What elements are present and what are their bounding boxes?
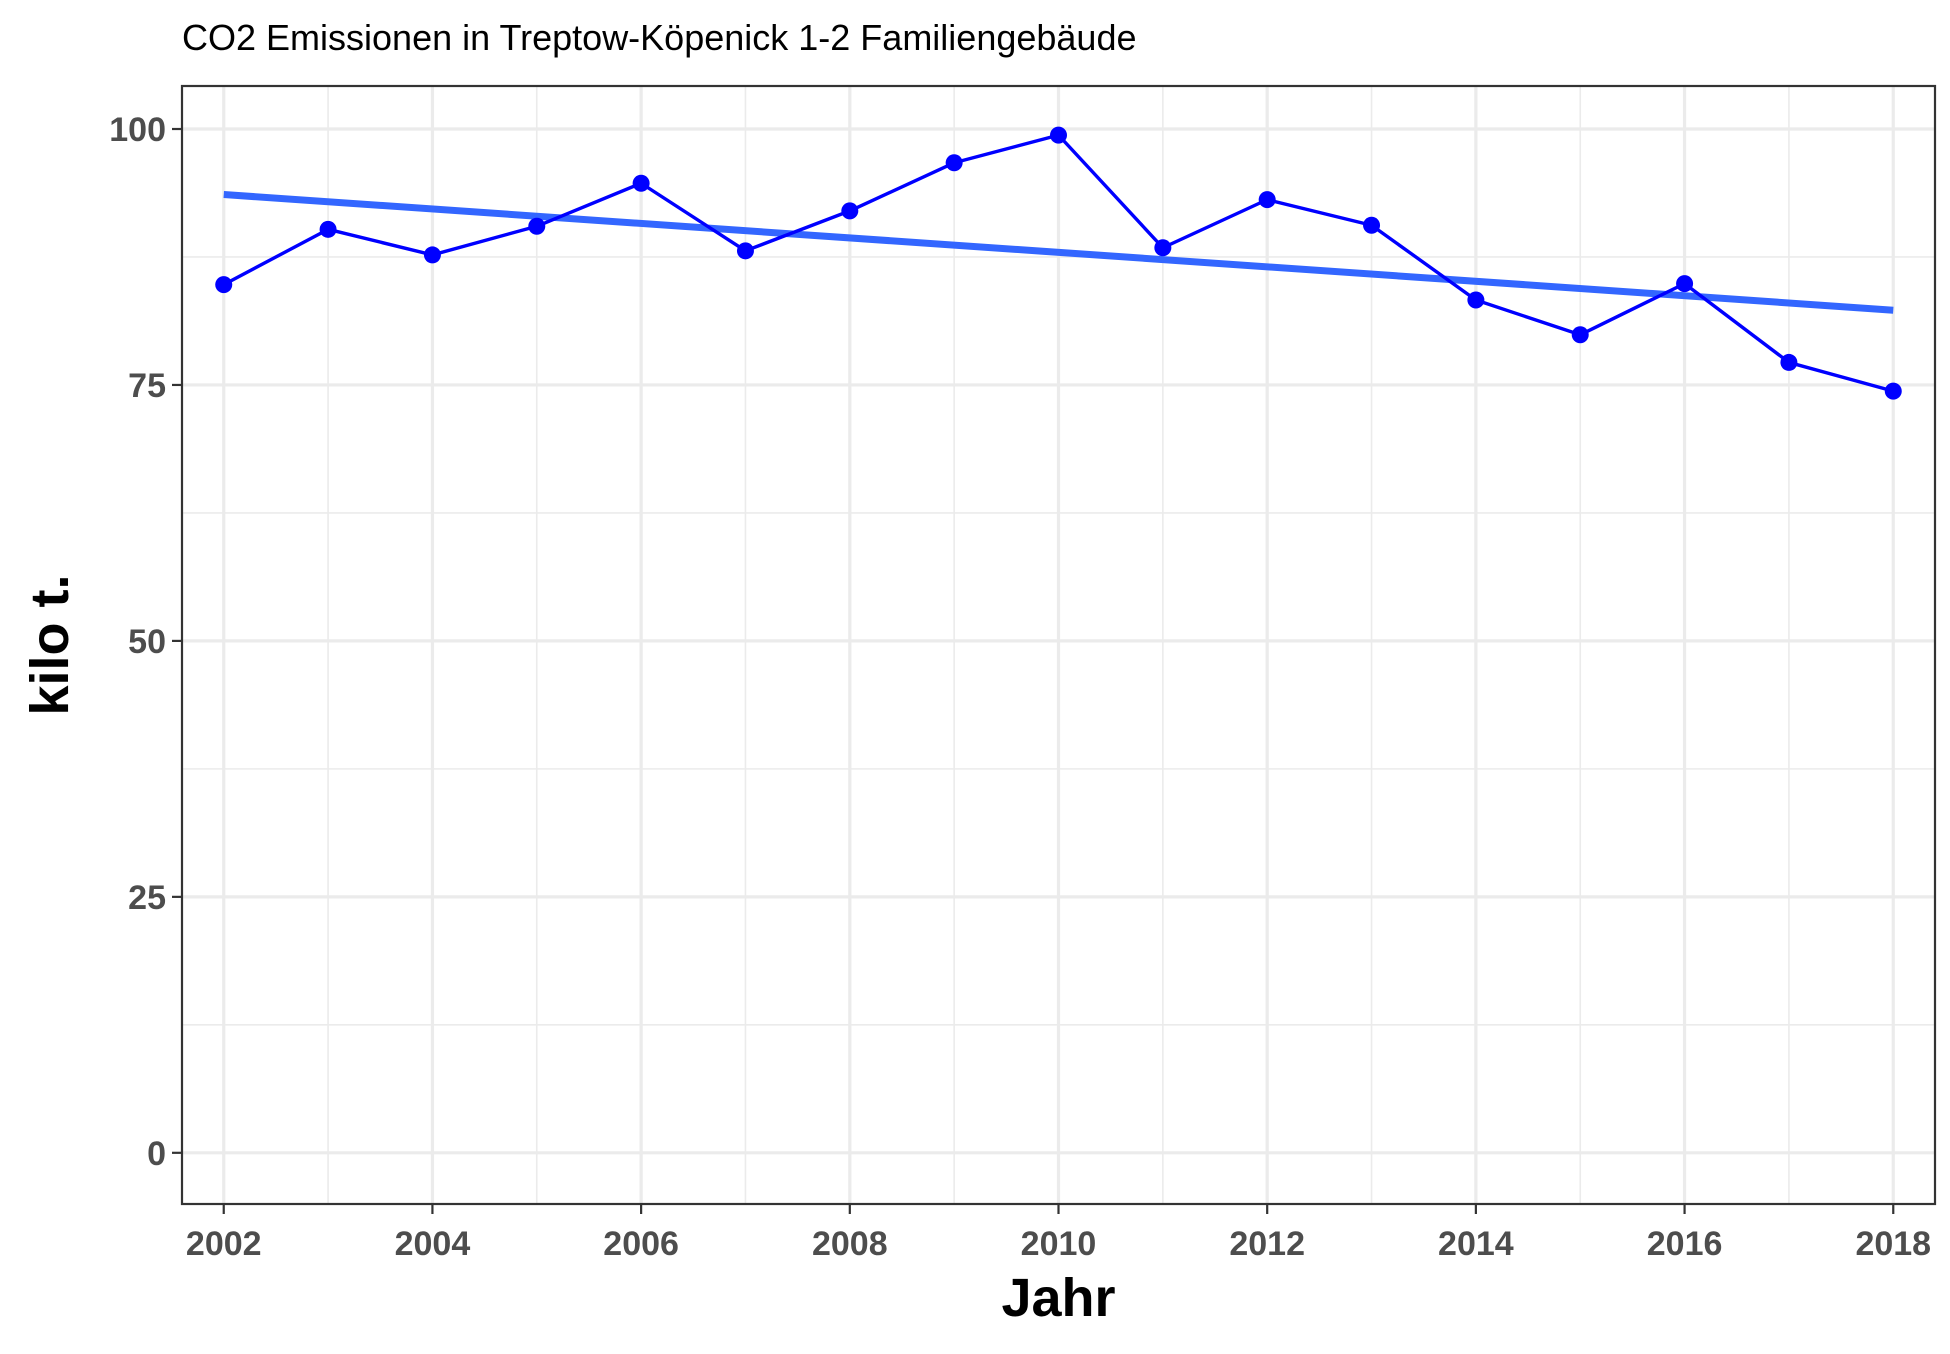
- data-point: [1467, 291, 1485, 309]
- data-point: [1258, 191, 1276, 209]
- ticks-layer: 2002 2004 2006 2008 2010 2012 2014 2016 2018 0 25 5…: [109, 111, 1931, 1263]
- x-tick-label: 2004: [395, 1225, 471, 1263]
- points-layer: [215, 126, 1902, 400]
- data-point: [632, 174, 650, 192]
- x-axis-title: Jahr: [1001, 1268, 1115, 1328]
- data-point: [1884, 382, 1902, 400]
- x-tick-label: 2002: [186, 1225, 262, 1263]
- y-axis-title: kilo t.: [20, 574, 80, 715]
- data-point: [736, 242, 754, 260]
- data-point: [319, 220, 337, 238]
- data-point: [528, 217, 546, 235]
- data-point: [1571, 326, 1589, 344]
- chart-title: CO2 Emissionen in Treptow-Köpenick 1-2 F…: [182, 17, 1137, 58]
- y-tick-label: 75: [128, 367, 166, 405]
- x-tick-label: 2012: [1229, 1225, 1305, 1263]
- y-tick-label: 50: [128, 623, 166, 661]
- data-point: [1050, 126, 1067, 144]
- x-tick-label: 2010: [1021, 1225, 1097, 1263]
- x-tick-label: 2008: [812, 1225, 888, 1263]
- data-point: [1363, 216, 1381, 234]
- y-tick-label: 100: [109, 111, 166, 149]
- data-point: [1154, 239, 1172, 257]
- data-point: [1780, 353, 1798, 371]
- x-tick-label: 2018: [1855, 1225, 1931, 1263]
- y-tick-label: 25: [128, 879, 166, 917]
- trend-layer: [223, 191, 1894, 314]
- data-point: [945, 154, 963, 172]
- data-point: [215, 276, 233, 294]
- x-tick-label: 2006: [603, 1225, 679, 1263]
- y-tick-label: 0: [147, 1135, 166, 1173]
- data-point: [1676, 275, 1694, 293]
- x-tick-label: 2016: [1647, 1225, 1723, 1263]
- data-point: [423, 246, 441, 264]
- data-point: [841, 202, 859, 220]
- trend-line: [223, 191, 1894, 314]
- x-tick-label: 2014: [1438, 1225, 1514, 1263]
